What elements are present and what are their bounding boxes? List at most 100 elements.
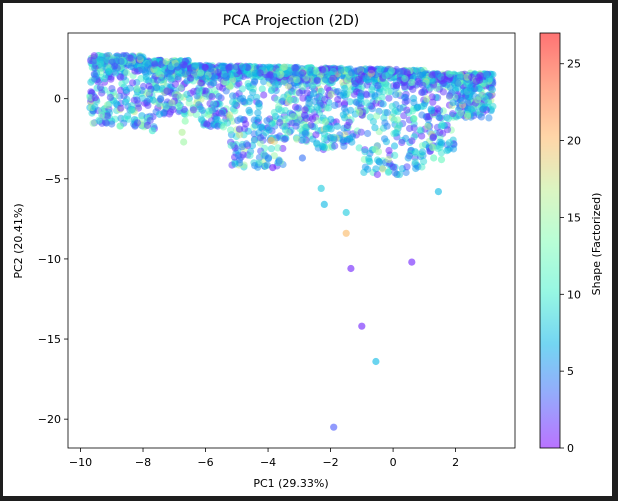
scatter-point [313,139,321,147]
scatter-point [251,69,259,77]
figure: PCA Projection (2D) −10 −8 −6 −4 −2 0 2 0 −5 −10… [3,3,612,496]
scatter-point [293,135,301,143]
scatter-point [98,89,106,97]
scatter-point [321,118,329,126]
y-tick-label: 0 [54,93,61,106]
scatter-point [167,63,175,71]
scatter-point [379,100,387,108]
scatter-point [388,102,396,110]
scatter-point [231,100,239,108]
data-points [86,51,497,431]
scatter-point [364,129,372,138]
scatter-point [317,184,325,192]
scatter-point [245,106,253,114]
scatter-point [300,111,309,119]
scatter-point [381,72,389,80]
scatter-point [181,117,189,125]
scatter-point [270,108,278,117]
scatter-point [436,129,444,137]
scatter-point [418,132,426,140]
scatter-point [371,124,379,132]
scatter-point [468,105,476,114]
scatter-point [367,66,375,74]
scatter-point [312,131,320,139]
scatter-point [236,131,244,139]
colorbar-tick-label: 0 [567,442,574,455]
scatter-point [318,143,327,151]
scatter-point [123,69,131,77]
scatter-point [126,54,134,62]
scatter-point [101,59,109,67]
scatter-point [122,86,130,94]
scatter-point [297,71,305,79]
scatter-point [299,94,307,102]
scatter-point [403,106,411,114]
scatter-point [418,88,426,97]
scatter-point [102,119,110,127]
scatter-point [418,148,427,156]
scatter-point [321,96,329,104]
scatter-point [347,264,355,273]
scatter-point [299,83,307,91]
scatter-point [242,120,250,128]
scatter-point [90,70,98,78]
scatter-point [239,151,247,159]
scatter-point [295,104,303,112]
scatter-point [410,115,418,123]
scatter-point [393,116,402,124]
chart-title: PCA Projection (2D) [223,13,360,29]
scatter-point [457,109,465,117]
scatter-point [329,68,337,76]
scatter-point [168,99,176,107]
scatter-point [373,170,381,179]
y-tick-label: −20 [38,413,61,426]
scatter-point [197,69,205,77]
scatter-point [89,119,97,127]
scatter-point [293,76,301,84]
scatter-point [475,85,483,93]
scatter-point [383,122,391,130]
scatter-point [375,157,383,166]
scatter-point [288,88,296,96]
scatter-point [401,75,409,83]
scatter-point [207,64,215,72]
scatter-point [331,142,339,150]
scatter-point [391,151,399,159]
scatter-point [391,169,399,177]
scatter-point [320,134,328,143]
colorbar-ticks: 0 5 10 15 20 25 [560,58,581,455]
x-axis-label: PC1 (29.33%) [253,477,328,490]
scatter-point [381,135,389,143]
scatter-point [292,96,300,104]
scatter-point [418,163,426,171]
scatter-point [390,142,399,150]
scatter-point [388,67,396,75]
x-tick-label: −6 [197,456,213,469]
scatter-point [301,106,309,114]
scatter-point [416,126,424,134]
scatter-point [178,128,186,136]
scatter-point [429,144,437,152]
scatter-point [398,138,406,147]
scatter-point [127,63,135,71]
scatter-point [210,100,218,108]
scatter-point [176,93,184,101]
scatter-point [308,105,316,113]
scatter-point [276,118,284,127]
pca-scatter-chart: PCA Projection (2D) −10 −8 −6 −4 −2 0 2 0−5−10… [12,13,603,490]
scatter-point [134,100,142,108]
scatter-point [273,70,281,78]
scatter-point [108,120,116,128]
scatter-point [443,147,451,155]
scatter-point [101,75,109,83]
scatter-point [463,110,472,118]
scatter-point [177,84,185,92]
scatter-point [266,64,274,72]
colorbar [539,32,561,449]
scatter-point [96,83,104,91]
scatter-point [424,123,432,131]
scatter-point [299,136,307,144]
scatter-point [446,83,455,92]
scatter-point [355,144,363,152]
scatter-point [479,104,487,113]
